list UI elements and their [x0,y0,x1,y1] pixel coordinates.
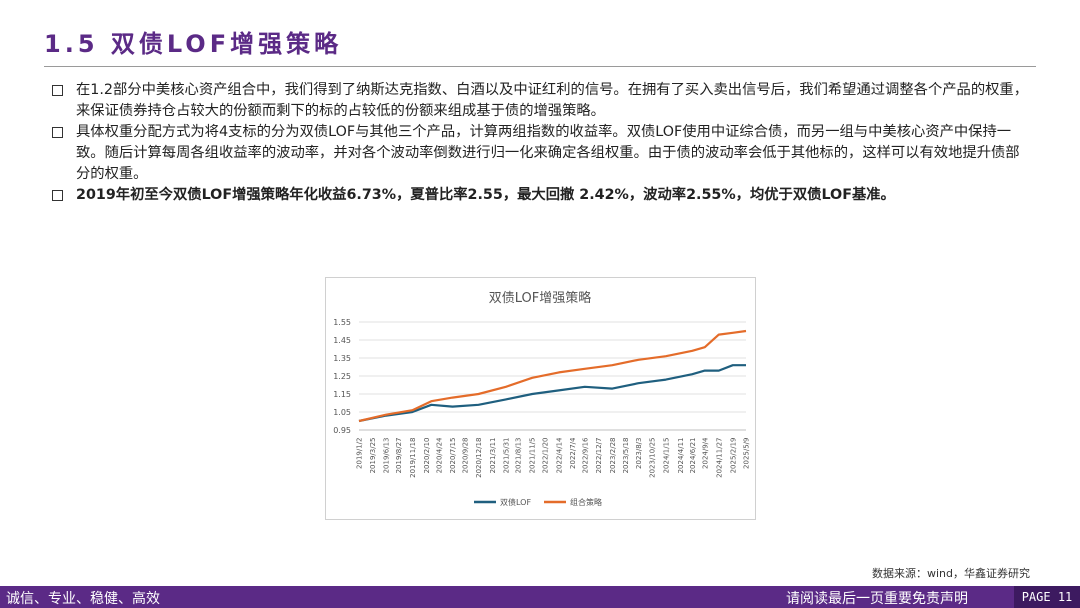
line-chart: 双债LOF增强策略 0.95 1.05 1.15 1.25 1.35 1.45 1.55 2… [333,290,751,507]
chart-title: 双债LOF增强策略 [489,290,592,306]
title-divider [44,66,1036,67]
x-tick-label: 2022/1/20 [541,438,549,474]
x-tick-label: 2021/8/13 [515,438,523,474]
footer-disclaimer-link[interactable]: 请阅读最后一页重要免责声明 [786,591,968,607]
bullet-list: 在1.2部分中美核心资产组合中，我们得到了纳斯达克指数、白酒以及中证红利的信号。… [52,80,1032,206]
x-tick-label: 2024/9/4 [701,437,709,469]
x-tick-label: 2023/5/18 [622,438,630,474]
x-tick-label: 2019/1/2 [356,438,364,469]
x-tick-label: 2020/12/18 [475,438,483,478]
data-source-note: 数据来源：wind，华鑫证券研究 [871,567,1030,580]
page-title: 1.5 双债LOF增强策略 [44,30,343,58]
bullet-square-icon [52,127,63,138]
x-tick-label: 2020/9/28 [461,438,469,474]
bullet-item: 2019年初至今双债LOF增强策略年化收益6.73%，夏普比率2.55，最大回撤… [52,185,1032,206]
y-tick-label: 1.05 [333,408,351,417]
chart-panel: 双债LOF增强策略 0.95 1.05 1.15 1.25 1.35 1.45 1.55 2… [325,277,756,520]
y-tick-label: 1.35 [333,354,351,363]
x-tick-label: 2021/5/31 [502,438,510,474]
y-tick-label: 1.55 [333,318,351,327]
x-tick-label: 2025/5/9 [743,438,751,469]
x-tick-label: 2024/11/27 [715,438,723,478]
x-tick-label: 2024/4/11 [677,438,685,474]
x-tick-label: 2020/2/10 [423,438,431,474]
footer-bar: 诚信、专业、稳健、高效 请阅读最后一页重要免责声明 PAGE 11 [0,586,1080,608]
footer-slogan: 诚信、专业、稳健、高效 [6,591,160,607]
x-tick-label: 2023/10/25 [649,438,657,478]
x-tick-label: 2024/1/15 [662,438,670,474]
x-tick-label: 2024/6/21 [689,438,697,474]
x-tick-label: 2019/3/25 [369,438,377,474]
x-tick-label: 2021/11/5 [529,438,537,474]
bullet-text: 具体权重分配方式为将4支标的分为双债LOF与其他三个产品，计算两组指数的收益率。… [76,124,1020,182]
x-tick-label: 2020/7/15 [449,438,457,474]
x-tick-label: 2022/9/16 [581,437,589,473]
x-tick-label: 2019/11/18 [409,438,417,478]
x-tick-label: 2025/2/19 [729,438,737,474]
legend-label: 组合策略 [570,497,602,507]
x-tick-label: 2022/4/14 [555,437,563,473]
y-tick-label: 1.15 [333,390,351,399]
page-number: PAGE 11 [1014,586,1080,608]
bullet-text: 2019年初至今双债LOF增强策略年化收益6.73%，夏普比率2.55，最大回撤… [76,187,895,203]
bullet-item: 具体权重分配方式为将4支标的分为双债LOF与其他三个产品，计算两组指数的收益率。… [52,122,1032,185]
x-tick-label: 2023/2/28 [609,438,617,474]
series-line [358,364,746,423]
x-tick-label: 2019/8/27 [395,438,403,474]
y-tick-label: 1.45 [333,336,351,345]
series-line [358,329,747,423]
x-tick-label: 2019/6/13 [383,438,391,474]
bullet-square-icon [52,85,63,96]
bullet-square-icon [52,190,63,201]
bullet-text: 在1.2部分中美核心资产组合中，我们得到了纳斯达克指数、白酒以及中证红利的信号。… [76,82,1029,119]
x-tick-label: 2021/3/11 [489,438,497,474]
x-tick-label: 2022/7/4 [569,437,577,469]
legend-label: 双债LOF [500,497,531,507]
y-tick-label: 0.95 [333,426,351,435]
x-tick-label: 2023/8/3 [635,438,643,469]
y-tick-label: 1.25 [333,372,351,381]
x-tick-label: 2020/4/24 [435,437,443,473]
bullet-item: 在1.2部分中美核心资产组合中，我们得到了纳斯达克指数、白酒以及中证红利的信号。… [52,80,1032,122]
x-tick-label: 2022/12/7 [595,438,603,474]
